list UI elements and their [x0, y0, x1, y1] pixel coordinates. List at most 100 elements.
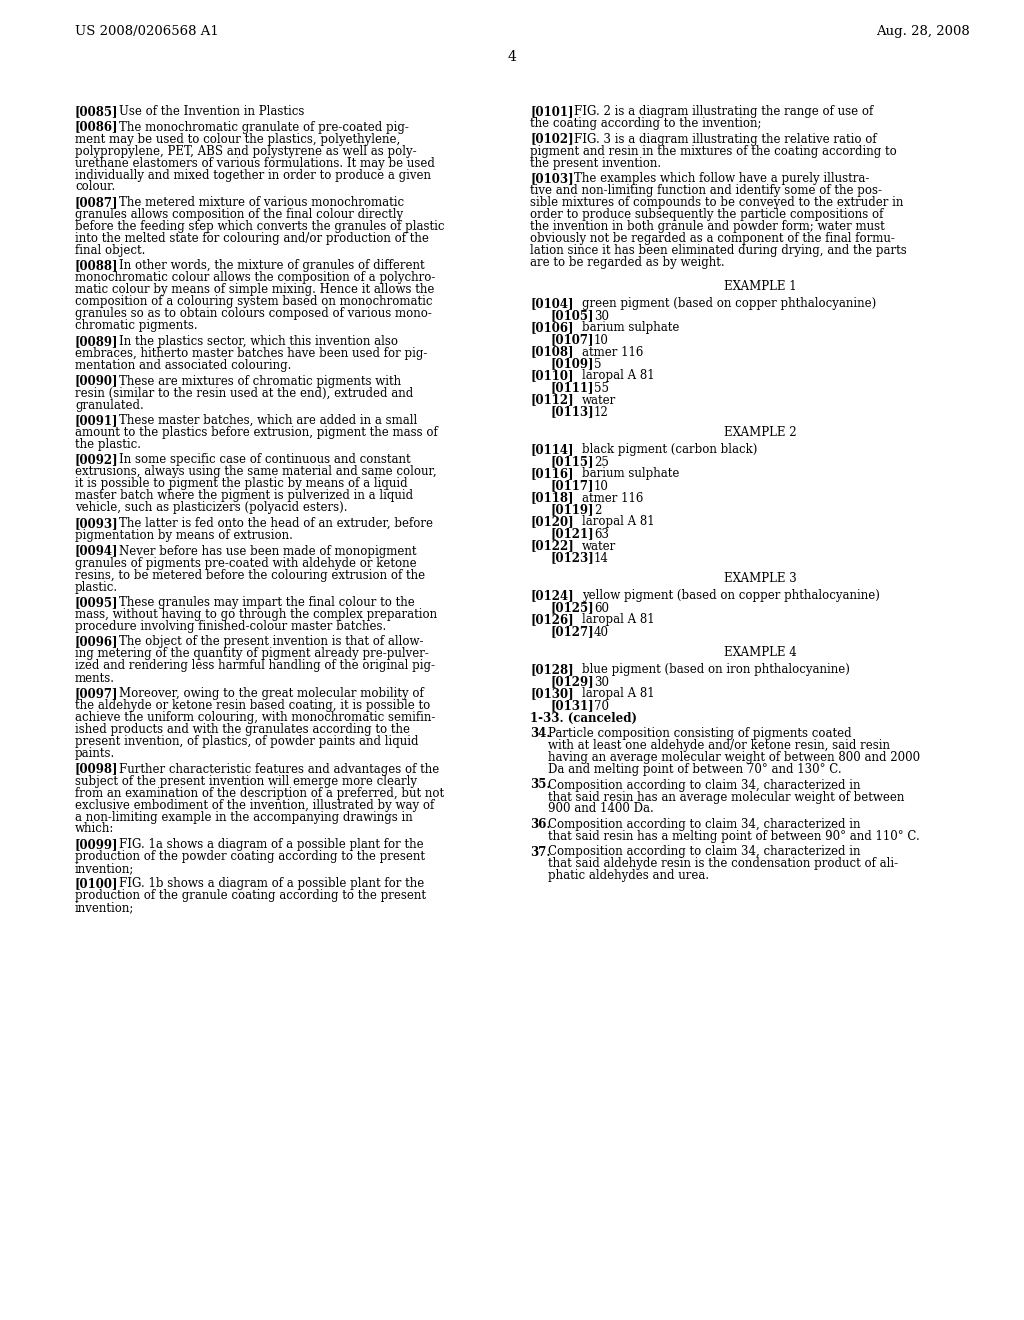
- Text: [0092]: [0092]: [75, 454, 119, 466]
- Text: barium sulphate: barium sulphate: [582, 467, 679, 480]
- Text: monochromatic colour allows the composition of a polychro-: monochromatic colour allows the composit…: [75, 272, 435, 285]
- Text: US 2008/0206568 A1: US 2008/0206568 A1: [75, 25, 219, 38]
- Text: achieve the uniform colouring, with monochromatic semifin-: achieve the uniform colouring, with mono…: [75, 711, 435, 723]
- Text: Never before has use been made of monopigment: Never before has use been made of monopi…: [119, 544, 417, 557]
- Text: In some specific case of continuous and constant: In some specific case of continuous and …: [119, 454, 411, 466]
- Text: sible mixtures of compounds to be conveyed to the extruder in: sible mixtures of compounds to be convey…: [530, 195, 903, 209]
- Text: [0109]: [0109]: [550, 358, 594, 371]
- Text: laropal A 81: laropal A 81: [582, 688, 654, 701]
- Text: 10: 10: [594, 334, 609, 346]
- Text: [0117]: [0117]: [550, 479, 594, 492]
- Text: Use of the Invention in Plastics: Use of the Invention in Plastics: [119, 106, 304, 117]
- Text: into the melted state for colouring and/or production of the: into the melted state for colouring and/…: [75, 232, 429, 246]
- Text: [0100]: [0100]: [75, 878, 119, 891]
- Text: Da and melting point of between 70° and 130° C.: Da and melting point of between 70° and …: [548, 763, 842, 776]
- Text: 60: 60: [594, 602, 609, 615]
- Text: mass, without having to go through the complex preparation: mass, without having to go through the c…: [75, 609, 437, 620]
- Text: EXAMPLE 1: EXAMPLE 1: [724, 280, 797, 293]
- Text: resins, to be metered before the colouring extrusion of the: resins, to be metered before the colouri…: [75, 569, 425, 582]
- Text: blue pigment (based on iron phthalocyanine): blue pigment (based on iron phthalocyani…: [582, 664, 850, 676]
- Text: extrusions, always using the same material and same colour,: extrusions, always using the same materi…: [75, 466, 436, 479]
- Text: granules of pigments pre-coated with aldehyde or ketone: granules of pigments pre-coated with ald…: [75, 557, 417, 569]
- Text: individually and mixed together in order to produce a given: individually and mixed together in order…: [75, 169, 431, 181]
- Text: [0088]: [0088]: [75, 260, 119, 272]
- Text: The monochromatic granulate of pre-coated pig-: The monochromatic granulate of pre-coate…: [119, 120, 409, 133]
- Text: [0087]: [0087]: [75, 195, 119, 209]
- Text: obviously not be regarded as a component of the final formu-: obviously not be regarded as a component…: [530, 232, 895, 246]
- Text: laropal A 81: laropal A 81: [582, 614, 654, 627]
- Text: Composition according to claim 34, characterized in: Composition according to claim 34, chara…: [548, 846, 860, 858]
- Text: These master batches, which are added in a small: These master batches, which are added in…: [119, 414, 417, 426]
- Text: FIG. 2 is a diagram illustrating the range of use of: FIG. 2 is a diagram illustrating the ran…: [574, 106, 873, 117]
- Text: EXAMPLE 4: EXAMPLE 4: [724, 645, 797, 659]
- Text: yellow pigment (based on copper phthalocyanine): yellow pigment (based on copper phthaloc…: [582, 590, 880, 602]
- Text: phatic aldehydes and urea.: phatic aldehydes and urea.: [548, 870, 710, 883]
- Text: The metered mixture of various monochromatic: The metered mixture of various monochrom…: [119, 195, 404, 209]
- Text: 63: 63: [594, 528, 609, 540]
- Text: which:: which:: [75, 822, 115, 836]
- Text: [0104]: [0104]: [530, 297, 573, 310]
- Text: [0085]: [0085]: [75, 106, 119, 117]
- Text: ing metering of the quantity of pigment already pre-pulver-: ing metering of the quantity of pigment …: [75, 648, 429, 660]
- Text: pigmentation by means of extrusion.: pigmentation by means of extrusion.: [75, 529, 293, 543]
- Text: [0128]: [0128]: [530, 664, 573, 676]
- Text: urethane elastomers of various formulations. It may be used: urethane elastomers of various formulati…: [75, 157, 435, 169]
- Text: 70: 70: [594, 700, 609, 713]
- Text: FIG. 1b shows a diagram of a possible plant for the: FIG. 1b shows a diagram of a possible pl…: [119, 878, 424, 891]
- Text: 12: 12: [594, 405, 608, 418]
- Text: 30: 30: [594, 676, 609, 689]
- Text: [0103]: [0103]: [530, 172, 573, 185]
- Text: the present invention.: the present invention.: [530, 157, 662, 169]
- Text: the plastic.: the plastic.: [75, 438, 141, 451]
- Text: The object of the present invention is that of allow-: The object of the present invention is t…: [119, 635, 424, 648]
- Text: granules allows composition of the final colour directly: granules allows composition of the final…: [75, 209, 403, 220]
- Text: procedure involving finished-colour master batches.: procedure involving finished-colour mast…: [75, 620, 386, 634]
- Text: 2: 2: [594, 503, 601, 516]
- Text: atmer 116: atmer 116: [582, 346, 643, 359]
- Text: invention;: invention;: [75, 902, 134, 915]
- Text: granulated.: granulated.: [75, 399, 143, 412]
- Text: Composition according to claim 34, characterized in: Composition according to claim 34, chara…: [548, 818, 860, 832]
- Text: [0101]: [0101]: [530, 106, 573, 117]
- Text: [0119]: [0119]: [550, 503, 594, 516]
- Text: master batch where the pigment is pulverized in a liquid: master batch where the pigment is pulver…: [75, 490, 413, 503]
- Text: 25: 25: [594, 455, 609, 469]
- Text: water: water: [582, 540, 616, 553]
- Text: FIG. 3 is a diagram illustrating the relative ratio of: FIG. 3 is a diagram illustrating the rel…: [574, 132, 877, 145]
- Text: These granules may impart the final colour to the: These granules may impart the final colo…: [119, 597, 415, 609]
- Text: final object.: final object.: [75, 244, 145, 257]
- Text: polypropylene, PET, ABS and polystyrene as well as poly-: polypropylene, PET, ABS and polystyrene …: [75, 144, 417, 157]
- Text: Moreover, owing to the great molecular mobility of: Moreover, owing to the great molecular m…: [119, 686, 424, 700]
- Text: [0129]: [0129]: [550, 676, 594, 689]
- Text: ment may be used to colour the plastics, polyethylene,: ment may be used to colour the plastics,…: [75, 132, 400, 145]
- Text: Aug. 28, 2008: Aug. 28, 2008: [877, 25, 970, 38]
- Text: [0093]: [0093]: [75, 517, 119, 531]
- Text: In other words, the mixture of granules of different: In other words, the mixture of granules …: [119, 260, 425, 272]
- Text: [0112]: [0112]: [530, 393, 573, 407]
- Text: with at least one aldehyde and/or ketone resin, said resin: with at least one aldehyde and/or ketone…: [548, 739, 890, 752]
- Text: 14: 14: [594, 552, 609, 565]
- Text: green pigment (based on copper phthalocyanine): green pigment (based on copper phthalocy…: [582, 297, 877, 310]
- Text: 30: 30: [594, 309, 609, 322]
- Text: [0114]: [0114]: [530, 444, 573, 457]
- Text: before the feeding step which converts the granules of plastic: before the feeding step which converts t…: [75, 220, 444, 234]
- Text: pigment and resin in the mixtures of the coating according to: pigment and resin in the mixtures of the…: [530, 144, 897, 157]
- Text: These are mixtures of chromatic pigments with: These are mixtures of chromatic pigments…: [119, 375, 401, 388]
- Text: atmer 116: atmer 116: [582, 491, 643, 504]
- Text: [0097]: [0097]: [75, 686, 119, 700]
- Text: lation since it has been eliminated during drying, and the parts: lation since it has been eliminated duri…: [530, 244, 906, 257]
- Text: Further characteristic features and advantages of the: Further characteristic features and adva…: [119, 763, 439, 776]
- Text: [0108]: [0108]: [530, 346, 573, 359]
- Text: [0110]: [0110]: [530, 370, 573, 383]
- Text: [0099]: [0099]: [75, 838, 119, 851]
- Text: FIG. 1a shows a diagram of a possible plant for the: FIG. 1a shows a diagram of a possible pl…: [119, 838, 424, 851]
- Text: that said resin has an average molecular weight of between: that said resin has an average molecular…: [548, 791, 904, 804]
- Text: 5: 5: [594, 358, 601, 371]
- Text: subject of the present invention will emerge more clearly: subject of the present invention will em…: [75, 775, 417, 788]
- Text: composition of a colouring system based on monochromatic: composition of a colouring system based …: [75, 296, 432, 309]
- Text: The examples which follow have a purely illustra-: The examples which follow have a purely …: [574, 172, 869, 185]
- Text: order to produce subsequently the particle compositions of: order to produce subsequently the partic…: [530, 209, 884, 220]
- Text: [0098]: [0098]: [75, 763, 119, 776]
- Text: [0106]: [0106]: [530, 322, 573, 334]
- Text: In the plastics sector, which this invention also: In the plastics sector, which this inven…: [119, 335, 398, 348]
